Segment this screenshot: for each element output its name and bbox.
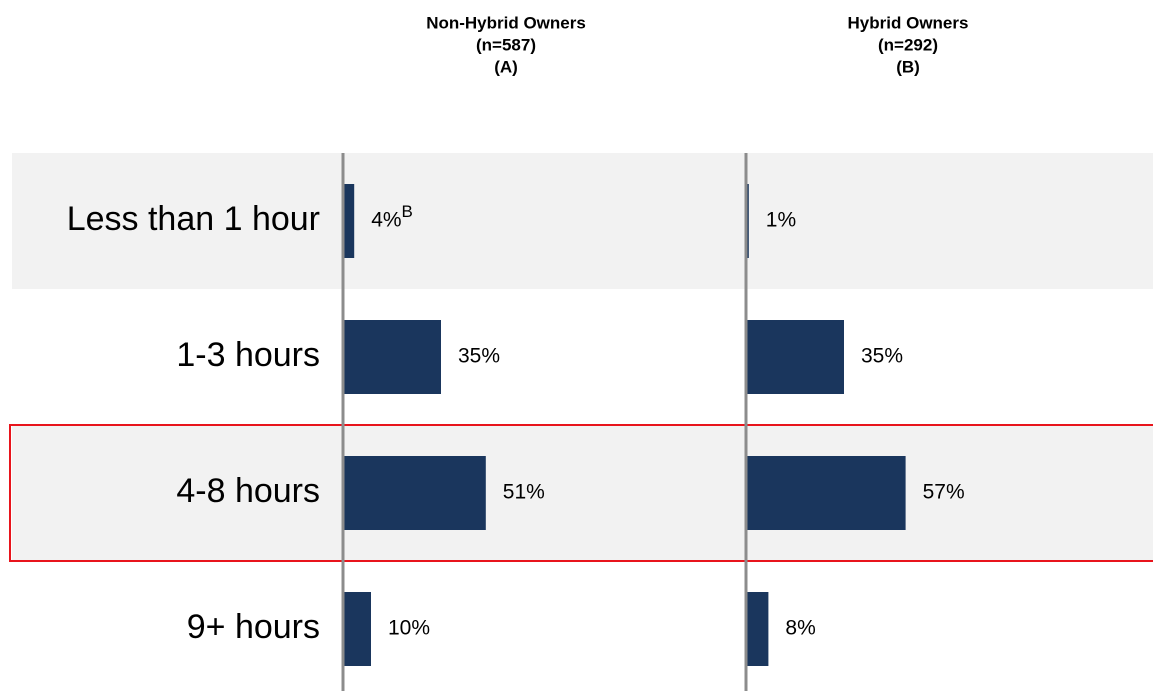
category-label: Less than 1 hour xyxy=(67,200,320,238)
value-label: 1% xyxy=(766,209,796,232)
bar xyxy=(343,184,355,258)
value-label: 8% xyxy=(785,617,815,640)
series-header: (B) xyxy=(896,57,920,76)
value-label: 35% xyxy=(458,345,500,368)
bar xyxy=(746,320,844,394)
row-band xyxy=(12,153,1153,289)
category-label: 9+ hours xyxy=(187,608,320,646)
value-label: 35% xyxy=(861,345,903,368)
bar xyxy=(343,456,486,530)
series-header: Non-Hybrid Owners xyxy=(426,13,586,32)
value-label: 51% xyxy=(503,481,545,504)
series-header: (n=587) xyxy=(476,35,536,54)
bar xyxy=(343,320,441,394)
value-label: 57% xyxy=(923,481,965,504)
category-label: 4-8 hours xyxy=(176,472,320,510)
value-label: 10% xyxy=(388,617,430,640)
bar xyxy=(746,456,906,530)
highlight-box xyxy=(9,424,1153,562)
series-header: Hybrid Owners xyxy=(848,13,969,32)
series-header: (A) xyxy=(494,57,518,76)
row-band xyxy=(12,425,1153,561)
value-note: B xyxy=(402,202,413,221)
series-header: (n=292) xyxy=(878,35,938,54)
bar xyxy=(746,592,769,666)
category-label: 1-3 hours xyxy=(176,336,320,374)
bar xyxy=(343,592,371,666)
